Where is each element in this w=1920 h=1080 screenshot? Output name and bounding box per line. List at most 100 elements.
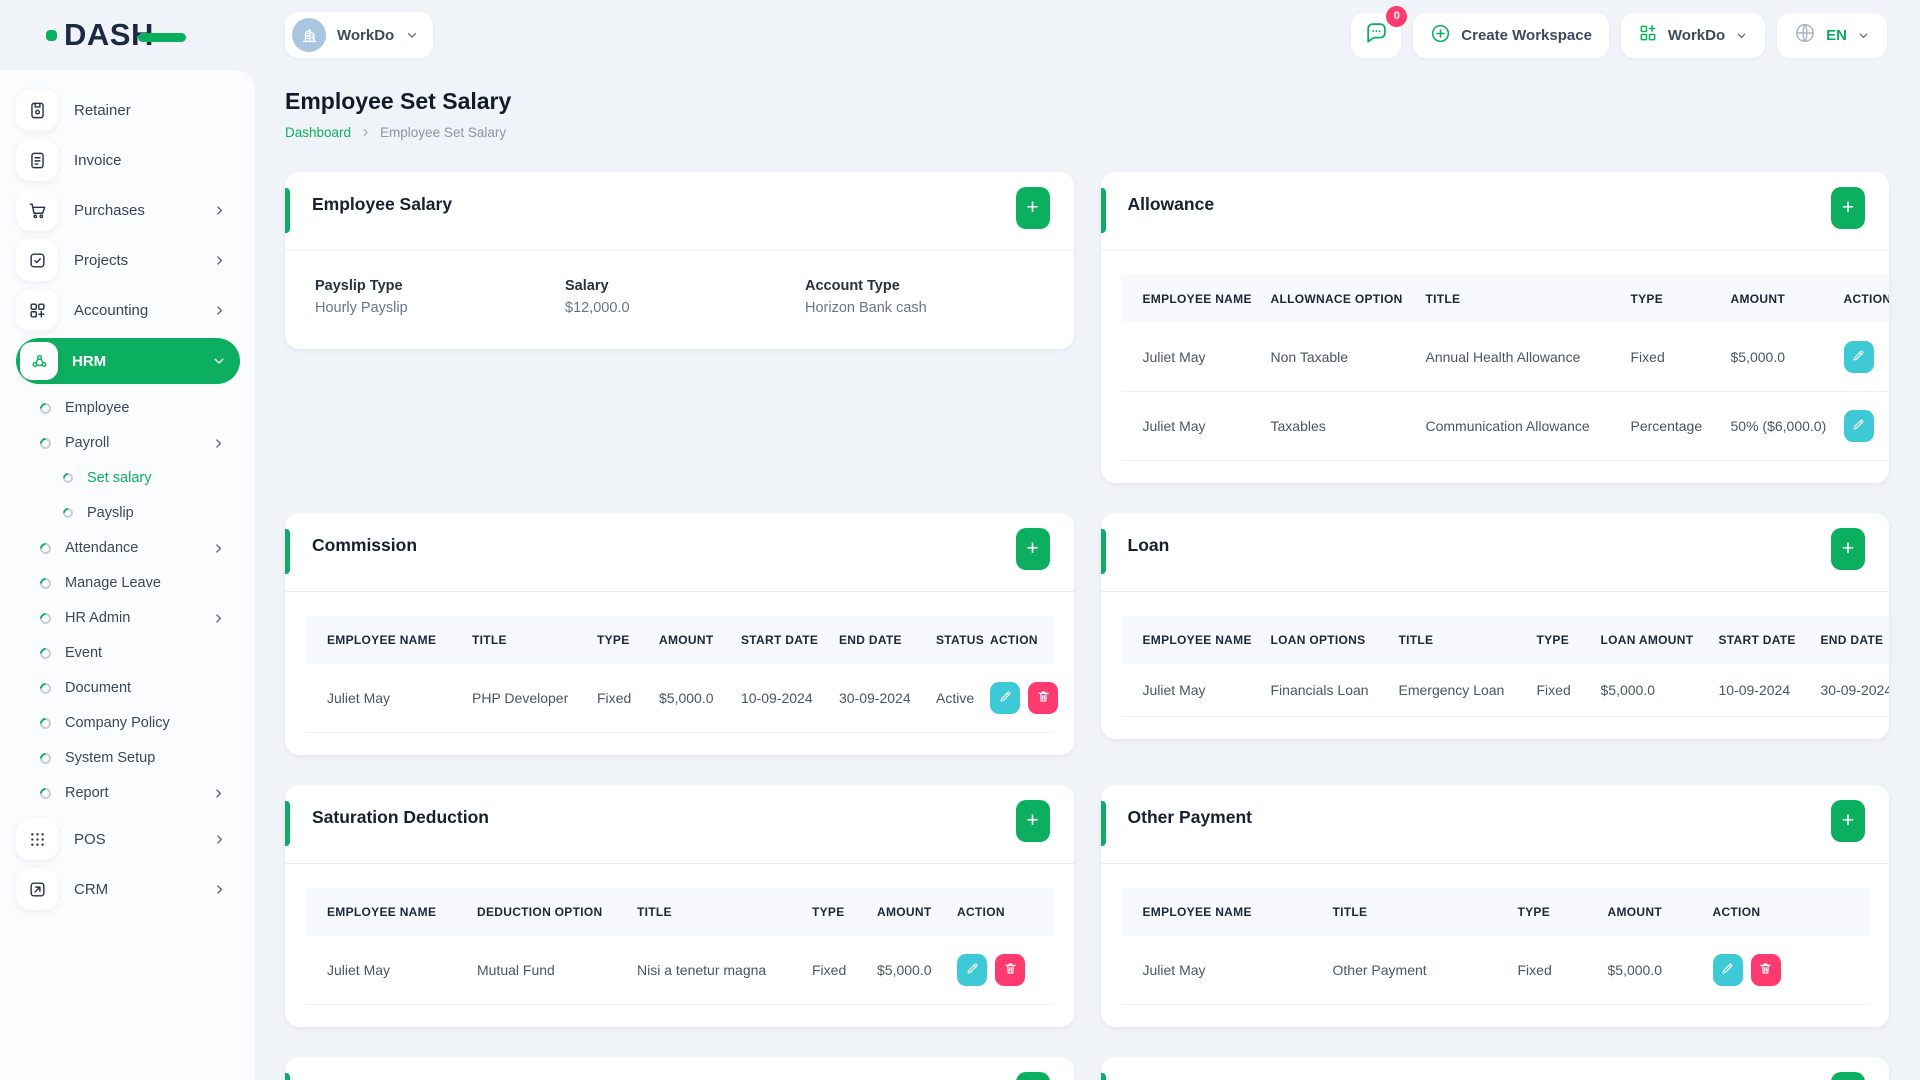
add-saturation-deduction-button[interactable]: + [1015, 800, 1050, 842]
delete-button[interactable] [1750, 954, 1781, 986]
trash-icon [1036, 689, 1051, 707]
edit-button[interactable] [990, 682, 1020, 714]
sidebar-item-label: Retainer [74, 101, 131, 119]
sidebar-item-event[interactable]: Event [16, 642, 239, 664]
pos-icon [16, 818, 58, 860]
sidebar-item-purchases[interactable]: Purchases [16, 188, 240, 232]
crm-icon [16, 868, 58, 910]
commission-card: Commission + EMPLOYEE NAME TITLE TYPE AMOUN… [285, 513, 1074, 755]
breadcrumb-dashboard-link[interactable]: Dashboard [285, 125, 352, 140]
sidebar-item-manage-leave[interactable]: Manage Leave [16, 572, 239, 594]
apps-menu-button[interactable]: WorkDo [1620, 12, 1766, 58]
chevron-down-icon [1857, 29, 1870, 42]
language-selector[interactable]: EN [1777, 12, 1887, 58]
sidebar-item-employee[interactable]: Employee [16, 397, 239, 419]
delete-button[interactable] [1028, 682, 1058, 714]
bullet-icon [37, 750, 54, 766]
messages-button[interactable]: 0 [1351, 5, 1408, 58]
add-overtime-button[interactable]: + [1015, 1072, 1050, 1080]
table-row: Juliet May Other Payment Fixed $5,000.0 [1120, 936, 1870, 1005]
table-cell: PHP Developer [472, 690, 569, 706]
sidebar-item-report[interactable]: Report [16, 782, 239, 804]
card-title: Other Payment [1127, 807, 1252, 827]
table-row: Juliet May Financials Loan Emergency Loan F… [1120, 664, 1890, 717]
table-row: Juliet May Non Taxable Annual Health Allow… [1120, 323, 1889, 392]
create-workspace-button[interactable]: Create Workspace [1413, 12, 1609, 58]
salary-field: Payslip Type Hourly Payslip [315, 278, 565, 316]
card-title: Allowance [1127, 194, 1215, 214]
sidebar-item-invoice[interactable]: Invoice [16, 138, 240, 182]
chevron-right-icon [213, 204, 240, 217]
edit-button[interactable] [1843, 410, 1874, 442]
sidebar-item-set-salary[interactable]: Set salary [16, 467, 239, 489]
card-title: Employee Salary [312, 194, 453, 214]
bullet-icon [37, 540, 54, 556]
column-header: TYPE [1514, 616, 1579, 664]
delete-button[interactable] [995, 954, 1025, 986]
column-header: TYPE [575, 616, 637, 664]
pencil-icon [1851, 348, 1866, 366]
add-other-payment-button[interactable]: + [1831, 800, 1865, 842]
app-logo[interactable]: DASH [46, 17, 186, 53]
logo-dash-icon [137, 32, 186, 42]
globe-icon [1794, 22, 1816, 48]
sidebar-item-attendance[interactable]: Attendance [16, 537, 239, 559]
table-cell: $5,000.0 [1607, 962, 1663, 978]
sidebar-item-company-policy[interactable]: Company Policy [16, 712, 239, 734]
add-loan-button[interactable]: + [1831, 528, 1865, 570]
sidebar-item-crm[interactable]: CRM [16, 867, 240, 911]
sidebar-item-pos[interactable]: POS [16, 817, 240, 861]
salary-field: Salary $12,000.0 [565, 278, 805, 316]
add-employee-salary-button[interactable]: + [1015, 187, 1050, 229]
accounting-icon [16, 289, 58, 331]
column-header: TITLE [1376, 616, 1515, 664]
column-header: AMOUNT [1708, 275, 1832, 323]
company-contribution-card: Company Contribution + [1100, 1057, 1889, 1080]
table-cell: Communication Allowance [1425, 418, 1590, 434]
edit-button[interactable] [1843, 341, 1874, 373]
messages-badge: 0 [1386, 5, 1408, 27]
column-header: ACTION [1831, 275, 1889, 323]
sidebar-item-accounting[interactable]: Accounting [16, 288, 240, 332]
sidebar-item-label: HRM [72, 352, 107, 370]
add-allowance-button[interactable]: + [1831, 187, 1865, 229]
table-cell: $5,000.0 [1600, 682, 1656, 698]
column-header: AMOUNT [637, 616, 719, 664]
column-header: START DATE [1696, 616, 1799, 664]
sidebar-item-label: HR Admin [65, 610, 131, 626]
sidebar: Retainer Invoice Purchases Projects Accounti… [0, 70, 255, 1080]
sidebar-item-payroll[interactable]: Payroll [16, 432, 239, 454]
sidebar-item-projects[interactable]: Projects [16, 238, 240, 282]
sidebar-item-label: Report [65, 785, 109, 801]
edit-button[interactable] [1712, 954, 1743, 986]
sidebar-item-document[interactable]: Document [16, 677, 239, 699]
table-cell: Juliet May [1142, 349, 1206, 365]
add-company-contribution-button[interactable]: + [1831, 1072, 1865, 1080]
column-header: START DATE [719, 616, 818, 664]
add-commission-button[interactable]: + [1015, 528, 1050, 570]
table-cell: 10-09-2024 [741, 690, 813, 706]
field-value: $12,000.0 [565, 300, 630, 316]
sidebar-item-hrm[interactable]: HRM [16, 338, 240, 384]
bullet-icon [60, 505, 76, 521]
table-cell: 30-09-2024 [839, 690, 911, 706]
table-cell: Emergency Loan [1398, 682, 1505, 698]
sidebar-item-label: Invoice [74, 151, 122, 169]
sidebar-item-retainer[interactable]: Retainer [16, 88, 240, 132]
chevron-right-icon [212, 787, 239, 800]
card-title: Saturation Deduction [312, 807, 489, 827]
plus-circle-icon [1430, 23, 1451, 48]
sidebar-item-payslip[interactable]: Payslip [16, 502, 239, 524]
sidebar-item-system-setup[interactable]: System Setup [16, 747, 239, 769]
workspace-switcher[interactable]: WorkDo [285, 12, 434, 58]
column-header: EMPLOYEE NAME [1120, 275, 1251, 323]
card-title: Loan [1127, 535, 1170, 555]
table-cell: 30-09-2024 [1820, 682, 1890, 698]
edit-button[interactable] [957, 954, 987, 986]
column-header: EMPLOYEE NAME [1120, 616, 1251, 664]
sidebar-item-hr-admin[interactable]: HR Admin [16, 607, 239, 629]
table-cell: Fixed [1517, 962, 1552, 978]
bullet-icon [37, 715, 54, 731]
chevron-right-icon [213, 833, 240, 846]
bullet-icon [37, 610, 54, 626]
